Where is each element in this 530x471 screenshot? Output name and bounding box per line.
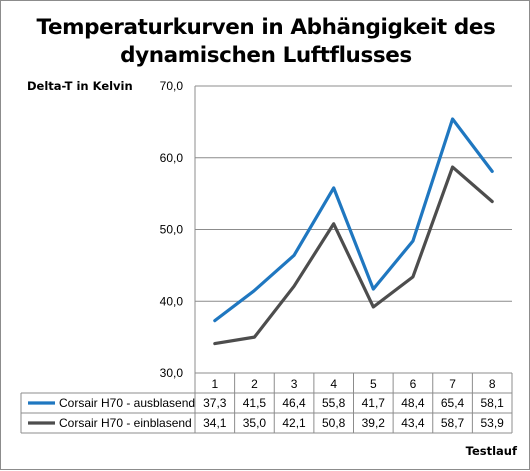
x-tick-label: 1 [211,377,218,391]
data-table-value: 34,1 [203,416,227,430]
x-tick-label: 6 [410,377,417,391]
data-table-value: 53,9 [481,416,505,430]
x-tick-label: 8 [489,377,496,391]
series-line [213,117,494,323]
data-table-value: 50,8 [322,416,346,430]
data-table-value: 35,0 [243,416,267,430]
y-axis-label: Delta-T in Kelvin [27,79,133,93]
y-tick-label: 60,0 [160,151,184,165]
series-line [213,165,494,346]
data-table-value: 37,3 [203,396,227,410]
data-table-value: 43,4 [401,416,425,430]
y-tick-label: 50,0 [160,223,184,237]
y-tick-label: 70,0 [160,79,184,93]
x-tick-label: 2 [251,377,258,391]
x-axis-label: Testlauf [465,444,517,458]
data-table-value: 41,7 [362,396,386,410]
data-table-value: 55,8 [322,396,346,410]
data-table-value: 46,4 [282,396,306,410]
data-table-value: 39,2 [362,416,386,430]
y-tick-label: 40,0 [160,294,184,308]
x-tick-label: 5 [370,377,377,391]
x-tick-label: 3 [291,377,298,391]
legend-label: Corsair H70 - ausblasend [59,396,195,410]
legend-label: Corsair H70 - einblasend [59,416,192,430]
chart-title-line-1: Temperaturkurven in Abhängigkeit des [36,15,496,40]
data-table-value: 58,7 [441,416,465,430]
data-table-value: 48,4 [401,396,425,410]
x-tick-label: 4 [330,377,337,391]
data-table-value: 41,5 [243,396,267,410]
chart-title-line-2: dynamischen Luftflusses [120,43,412,68]
data-table-value: 58,1 [481,396,505,410]
y-tick-label: 30,0 [160,366,184,380]
data-table-value: 42,1 [282,416,306,430]
x-tick-label: 7 [449,377,456,391]
data-table-value: 65,4 [441,396,465,410]
